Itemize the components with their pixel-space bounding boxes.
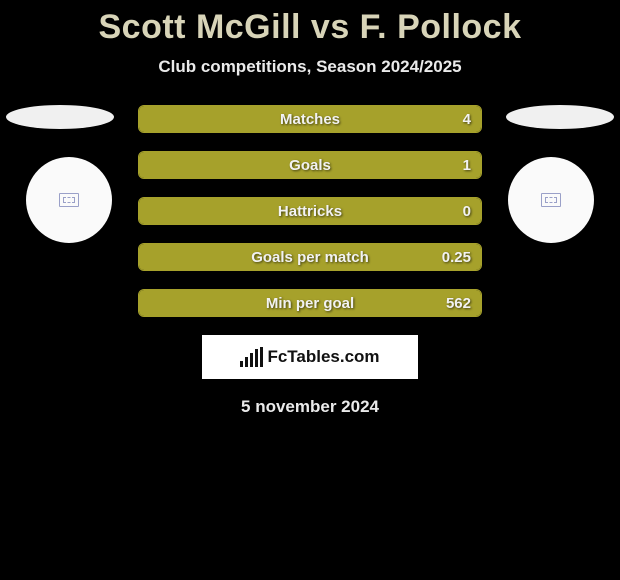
stat-value: 4 [463, 111, 471, 128]
stat-row: Min per goal 562 [138, 289, 482, 317]
page-title: Scott McGill vs F. Pollock [0, 0, 620, 47]
comparison-panel: Matches 4 Goals 1 Hattricks 0 Goals per match 0… [0, 105, 620, 417]
stat-label: Goals per match [251, 249, 369, 266]
stat-value: 562 [446, 295, 471, 312]
stat-row: Matches 4 [138, 105, 482, 133]
logo-text: FcTables.com [267, 347, 379, 367]
stat-row: Hattricks 0 [138, 197, 482, 225]
stat-label: Matches [280, 111, 340, 128]
subtitle: Club competitions, Season 2024/2025 [0, 57, 620, 77]
stat-row: Goals per match 0.25 [138, 243, 482, 271]
right-club-badge [508, 157, 594, 243]
right-ellipse-shape [506, 105, 614, 129]
date-text: 5 november 2024 [0, 397, 620, 417]
left-club-badge [26, 157, 112, 243]
placeholder-image-icon [541, 193, 561, 207]
source-logo: FcTables.com [202, 335, 418, 379]
stat-value: 0 [463, 203, 471, 220]
stat-label: Goals [289, 157, 331, 174]
logo-bars-icon [240, 347, 263, 367]
stat-label: Hattricks [278, 203, 342, 220]
stat-label: Min per goal [266, 295, 354, 312]
stat-row: Goals 1 [138, 151, 482, 179]
stat-value: 1 [463, 157, 471, 174]
placeholder-image-icon [59, 193, 79, 207]
left-ellipse-shape [6, 105, 114, 129]
stat-rows: Matches 4 Goals 1 Hattricks 0 Goals per match 0… [138, 105, 482, 317]
stat-value: 0.25 [442, 249, 471, 266]
